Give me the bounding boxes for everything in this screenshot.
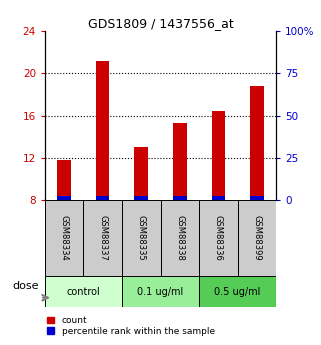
Bar	[250, 86, 264, 200]
Bar	[134, 196, 148, 200]
Text: 0.1 ug/ml: 0.1 ug/ml	[137, 287, 184, 296]
Text: control: control	[66, 287, 100, 296]
Bar	[45, 276, 122, 307]
Text: GSM88336: GSM88336	[214, 215, 223, 261]
Text: GSM88338: GSM88338	[175, 215, 184, 261]
Text: 0.5 ug/ml: 0.5 ug/ml	[214, 287, 261, 296]
Text: GSM88334: GSM88334	[60, 215, 69, 261]
Bar	[160, 200, 199, 276]
Bar	[173, 123, 187, 200]
Bar	[96, 196, 109, 200]
Bar	[96, 61, 109, 200]
Legend: count, percentile rank within the sample: count, percentile rank within the sample	[46, 315, 216, 337]
Text: GSM88399: GSM88399	[252, 215, 261, 261]
Bar	[122, 200, 160, 276]
Text: dose: dose	[12, 282, 39, 291]
Bar	[199, 200, 238, 276]
Bar	[134, 147, 148, 200]
Bar	[250, 196, 264, 200]
Bar	[212, 196, 225, 200]
Bar	[45, 200, 83, 276]
Bar	[57, 196, 71, 200]
Bar	[122, 276, 199, 307]
Bar	[83, 200, 122, 276]
Bar	[238, 200, 276, 276]
Bar	[212, 111, 225, 200]
Bar	[173, 196, 187, 200]
Text: GSM88337: GSM88337	[98, 215, 107, 261]
Bar	[199, 276, 276, 307]
Title: GDS1809 / 1437556_at: GDS1809 / 1437556_at	[88, 17, 233, 30]
Bar	[57, 160, 71, 200]
Text: GSM88335: GSM88335	[137, 215, 146, 261]
